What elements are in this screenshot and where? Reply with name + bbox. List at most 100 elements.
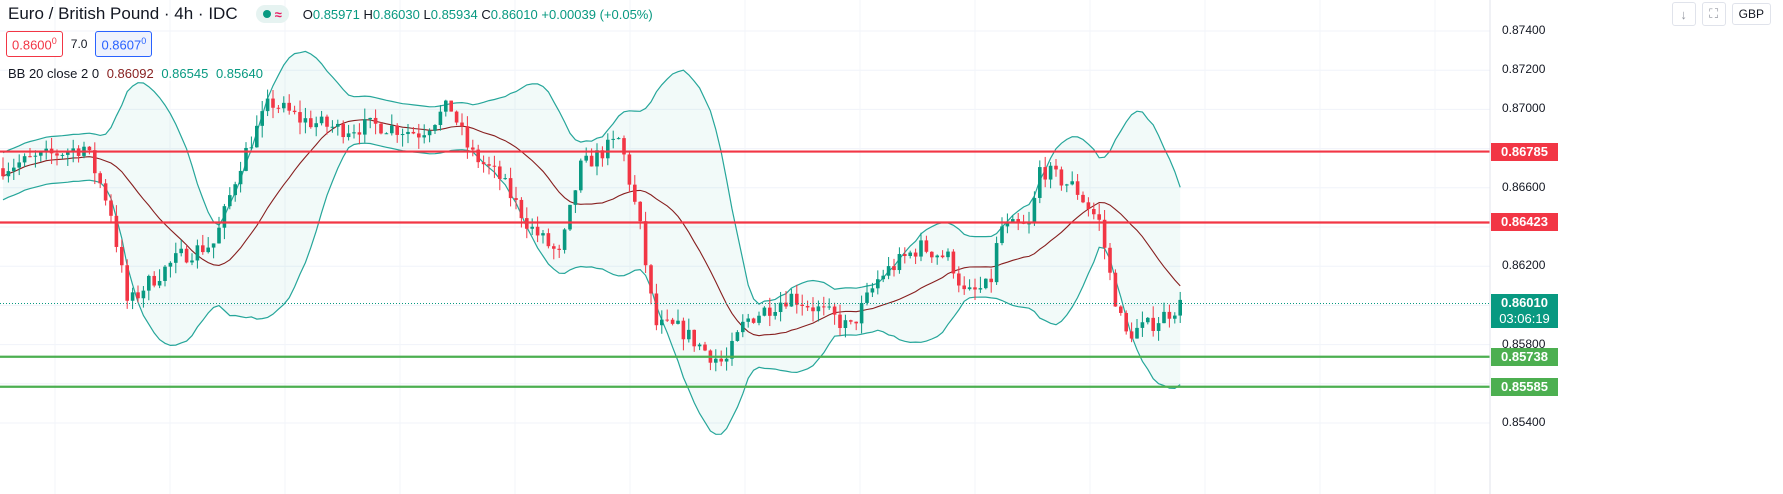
- candle-body: [573, 190, 578, 205]
- candle-body: [174, 253, 178, 263]
- candle-body: [1054, 165, 1058, 170]
- candle-body: [341, 123, 345, 138]
- candle-body: [886, 266, 891, 276]
- candle-body: [373, 117, 378, 124]
- candle-body: [1011, 219, 1015, 222]
- candle-body: [1027, 223, 1031, 225]
- candle-body: [811, 307, 815, 312]
- candle-body: [400, 134, 405, 136]
- trade-buttons: 0.86000 7.0 0.86070: [6, 31, 153, 58]
- buy-price: 0.8607: [101, 37, 142, 53]
- candle-body: [228, 195, 232, 207]
- resistance-1-label: 0.86785: [1491, 142, 1558, 161]
- ohlc-values: O0.85971 H0.86030 L0.85934 C0.86010 +0.0…: [303, 7, 653, 22]
- candle-body: [584, 155, 588, 161]
- candle-body: [681, 320, 686, 340]
- candle-body: [568, 204, 572, 230]
- candle-body: [195, 245, 200, 261]
- candle-body: [384, 133, 389, 135]
- close-value: 0.86010: [490, 6, 538, 22]
- candle-body: [546, 233, 551, 247]
- candle-body: [1173, 315, 1177, 319]
- candle-body: [1065, 184, 1069, 186]
- horizontal-levels: [0, 150, 1490, 388]
- resistance-2-label: 0.86423: [1491, 213, 1558, 232]
- bar-countdown: 03:06:19: [1499, 311, 1550, 327]
- symbol-title[interactable]: Euro / British Pound · 4h · IDC: [8, 4, 238, 23]
- candle-body: [859, 302, 864, 324]
- arrow-down-icon[interactable]: ↓: [1671, 2, 1696, 26]
- candle-body: [1102, 219, 1107, 248]
- candle-body: [595, 150, 599, 167]
- candle-body: [1162, 311, 1166, 324]
- candle-body: [1043, 167, 1047, 180]
- candle-body: [735, 332, 740, 341]
- candle-body: [103, 183, 108, 201]
- candle-body: [422, 135, 426, 138]
- candle-body: [903, 254, 907, 257]
- price-axis-tick: 0.85800: [1502, 336, 1546, 351]
- low-value: 0.85934: [430, 6, 478, 22]
- price-axis-tick: 0.87400: [1502, 23, 1546, 37]
- bollinger-legend[interactable]: BB 20 close 2 0 0.86092 0.86545 0.85640: [8, 66, 263, 81]
- candle-body: [55, 153, 59, 156]
- candle-body: [152, 275, 156, 286]
- candle-body: [249, 147, 254, 149]
- candle-body: [665, 319, 669, 321]
- fullscreen-icon[interactable]: ⛶: [1701, 2, 1726, 26]
- candle-body: [449, 100, 453, 112]
- candle-body: [206, 247, 210, 253]
- market-status-badge[interactable]: ≈: [255, 5, 289, 23]
- candle-body: [503, 178, 507, 180]
- candle-body: [336, 123, 340, 127]
- price-axis-tick: 0.86200: [1502, 258, 1546, 273]
- candle-body: [557, 248, 561, 250]
- candle-body: [622, 138, 626, 155]
- candle-body: [633, 184, 637, 202]
- support-2-label: 0.85585: [1491, 377, 1558, 396]
- symbol-header: Euro / British Pound · 4h · IDC ≈ O0.859…: [8, 4, 653, 24]
- candle-body: [298, 112, 302, 123]
- candle-body: [190, 260, 194, 263]
- candle-body: [125, 265, 129, 301]
- candle-body: [319, 116, 324, 124]
- candle-body: [676, 320, 680, 324]
- change-value: +0.00039 (+0.05%): [541, 6, 653, 22]
- candle-body: [244, 147, 248, 171]
- candle-body: [1070, 181, 1074, 185]
- candle-body: [892, 266, 896, 271]
- candle-body: [201, 245, 205, 253]
- candle-body: [238, 170, 243, 185]
- candle-body: [762, 307, 767, 316]
- candle-body: [211, 243, 216, 248]
- candle-body: [168, 262, 173, 267]
- candle-body: [255, 125, 259, 148]
- candle-body: [1081, 194, 1085, 203]
- sell-button[interactable]: 0.86000: [6, 31, 63, 58]
- currency-button[interactable]: GBP: [1731, 3, 1771, 25]
- candle-body: [114, 215, 119, 247]
- candle-body: [1113, 272, 1118, 307]
- high-label: H: [363, 6, 373, 22]
- candle-body: [562, 229, 567, 250]
- candle-body: [751, 318, 756, 323]
- candle-body: [1151, 317, 1155, 331]
- candle-body: [147, 275, 151, 291]
- candle-body: [616, 138, 621, 140]
- open-label: O: [302, 6, 313, 22]
- candle-body: [39, 152, 43, 156]
- spread-value: 7.0: [70, 37, 88, 52]
- candle-body: [454, 111, 459, 123]
- candle-body: [282, 102, 286, 109]
- candle-body: [1167, 311, 1172, 319]
- candle-body: [427, 130, 432, 136]
- buy-button[interactable]: 0.86070: [95, 31, 153, 58]
- support-1-label: 0.85738: [1491, 347, 1558, 366]
- candle-body: [789, 293, 794, 307]
- candle-body: [22, 156, 27, 163]
- buy-price-pip: 0: [141, 36, 147, 46]
- candle-body: [28, 156, 32, 158]
- candle-body: [508, 178, 513, 199]
- candle-body: [778, 302, 783, 313]
